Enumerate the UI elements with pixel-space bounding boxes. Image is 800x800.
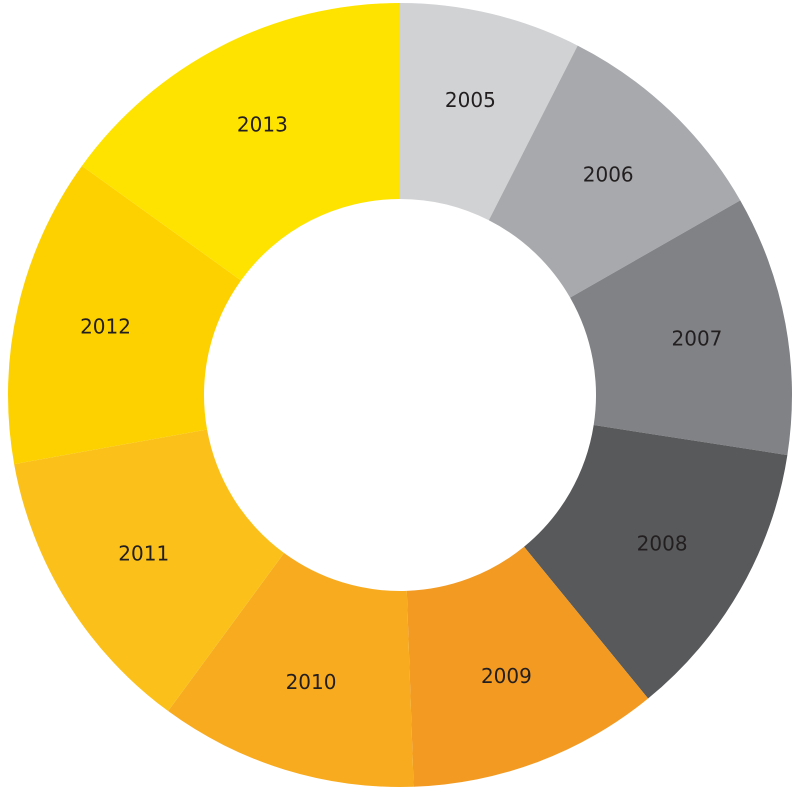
slice-label-2011: 2011 — [118, 541, 169, 565]
slice-label-2005: 2005 — [445, 88, 496, 112]
slice-2007 — [570, 200, 793, 456]
slice-label-2007: 2007 — [672, 327, 723, 351]
slice-2013 — [81, 3, 400, 281]
slice-2010 — [168, 553, 414, 787]
labels-layer: 2005 2006 2007 2008 2009 2010 2011 2012 2013 — [80, 88, 722, 694]
slice-label-2009: 2009 — [481, 664, 532, 688]
slices-layer — [8, 3, 793, 787]
slice-2009 — [406, 546, 649, 787]
slice-2006 — [488, 45, 741, 298]
slice-label-2006: 2006 — [583, 163, 634, 187]
slice-label-2010: 2010 — [286, 670, 337, 694]
slice-label-2013: 2013 — [237, 113, 288, 137]
slice-2008 — [524, 425, 788, 699]
slice-label-2012: 2012 — [80, 315, 131, 339]
slice-2005 — [400, 3, 578, 221]
slice-2011 — [14, 429, 285, 712]
slice-label-2008: 2008 — [637, 531, 688, 555]
slice-2012 — [8, 165, 241, 465]
